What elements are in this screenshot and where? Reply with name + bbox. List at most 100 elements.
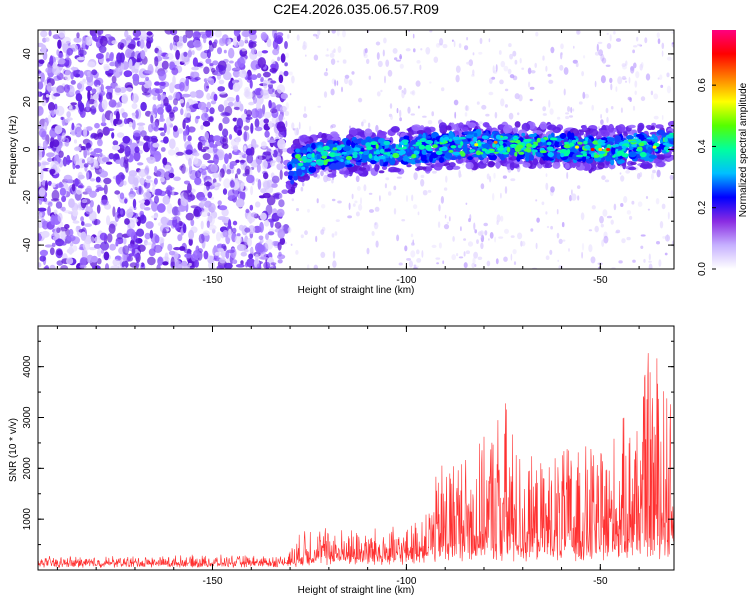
noise-blob (239, 69, 247, 79)
noise-blob (129, 221, 136, 229)
noise-blob (100, 84, 105, 93)
noise-blob (39, 255, 46, 262)
noise-blob (159, 81, 166, 87)
noise-blob (264, 219, 270, 227)
signal-highlight-blob (439, 142, 443, 145)
faint-blob (323, 91, 328, 98)
faint-blob (541, 201, 545, 206)
faint-blob (466, 61, 471, 65)
noise-blob (260, 256, 269, 260)
signal-highlight-blob (638, 142, 645, 147)
noise-blob (263, 172, 269, 180)
noise-blob (253, 96, 257, 104)
noise-blob (49, 264, 56, 269)
noise-blob (256, 163, 261, 173)
faint-blob (568, 248, 570, 252)
signal-halo-blob (582, 126, 588, 131)
signal-halo-blob (628, 166, 637, 171)
faint-blob (431, 244, 437, 248)
faint-blob (594, 225, 599, 233)
noise-blob (127, 43, 136, 49)
faint-blob (427, 189, 432, 193)
signal-core-blob (605, 156, 612, 162)
faint-blob (503, 65, 509, 72)
signal-highlight-blob (365, 142, 372, 148)
noise-blob (223, 262, 233, 269)
noise-blob (268, 121, 273, 129)
faint-blob (615, 38, 622, 42)
faint-blob (410, 250, 416, 258)
signal-highlight-blob (591, 153, 595, 158)
noise-blob (173, 247, 181, 251)
signal-core-blob (384, 148, 392, 152)
noise-blob (178, 36, 183, 42)
faint-blob (298, 121, 301, 130)
noise-blob (40, 30, 48, 38)
noise-blob (54, 228, 63, 238)
noise-blob (117, 66, 123, 73)
faint-blob (560, 43, 564, 50)
faint-blob (498, 50, 502, 55)
noise-blob (86, 79, 94, 87)
noise-blob (218, 171, 222, 182)
noise-blob (284, 62, 288, 67)
noise-blob (234, 234, 242, 244)
noise-blob (194, 76, 201, 81)
signal-core-blob (290, 179, 295, 185)
faint-blob (557, 259, 559, 262)
faint-blob (573, 45, 575, 49)
signal-halo-blob (286, 147, 295, 154)
faint-blob (375, 41, 381, 46)
faint-blob (384, 75, 386, 84)
faint-blob (519, 57, 522, 64)
noise-blob (121, 93, 129, 105)
faint-blob (326, 48, 329, 52)
noise-blob (164, 164, 172, 171)
noise-blob (192, 57, 198, 67)
noise-blob (209, 141, 214, 148)
noise-blob (58, 150, 64, 158)
signal-core-blob (567, 131, 572, 139)
noise-blob (223, 178, 231, 189)
noise-blob (132, 198, 137, 209)
signal-highlight-blob (341, 151, 347, 155)
faint-blob (411, 242, 415, 246)
faint-blob (666, 85, 672, 94)
faint-blob (300, 234, 304, 239)
faint-blob (369, 209, 374, 213)
colorbar-scale (712, 30, 736, 269)
y-tick-label: -40 (22, 237, 33, 252)
noise-blob (140, 50, 146, 60)
faint-blob (630, 66, 635, 74)
signal-halo-blob (364, 128, 373, 138)
noise-blob (72, 220, 80, 224)
noise-blob (80, 216, 84, 222)
faint-blob (636, 36, 639, 42)
signal-core-blob (334, 162, 342, 170)
faint-blob (512, 249, 517, 255)
faint-blob (330, 58, 336, 65)
faint-blob (629, 97, 632, 103)
noise-blob (115, 174, 122, 185)
noise-blob (232, 117, 238, 122)
faint-blob (455, 74, 460, 83)
noise-blob (228, 219, 232, 229)
signal-halo-blob (348, 127, 358, 137)
faint-blob (331, 50, 335, 54)
signal-highlight-blob (310, 162, 316, 166)
signal-halo-blob (465, 161, 474, 170)
noise-blob (47, 180, 52, 186)
signal-hotspot (606, 147, 611, 152)
faint-blob (336, 30, 340, 37)
faint-blob (296, 208, 299, 212)
faint-blob (410, 233, 414, 238)
noise-blob (115, 111, 120, 122)
faint-blob (645, 73, 651, 81)
faint-blob (504, 228, 509, 234)
noise-blob (72, 209, 79, 217)
faint-blob (613, 203, 617, 211)
noise-blob (158, 117, 166, 122)
faint-blob (545, 211, 548, 215)
faint-blob (285, 102, 289, 110)
faint-blob (621, 238, 626, 244)
